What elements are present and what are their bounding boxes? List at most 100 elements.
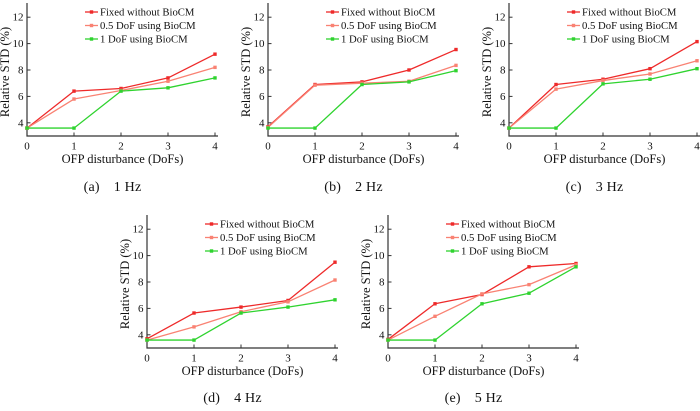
legend-label: Fixed without BioCM bbox=[100, 7, 195, 19]
x-tick-label: 4 bbox=[694, 141, 700, 153]
legend-label: 0.5 DoF using BioCM bbox=[582, 20, 678, 32]
x-axis: 0 1 2 3 4 bbox=[24, 132, 218, 153]
data-point-marker bbox=[433, 302, 437, 306]
data-point-marker bbox=[239, 311, 243, 315]
data-point-marker bbox=[407, 80, 411, 84]
data-point-marker bbox=[119, 86, 123, 91]
x-tick-label: 1 bbox=[553, 141, 559, 153]
x-axis: 0 1 2 3 4 bbox=[144, 344, 338, 365]
legend-label: Fixed without BioCM bbox=[220, 219, 315, 231]
x-tick-label: 0 bbox=[144, 353, 150, 365]
legend-marker bbox=[330, 10, 335, 14]
data-point-marker bbox=[213, 76, 217, 80]
data-point-marker bbox=[213, 65, 217, 70]
caption-frequency: 4 Hz bbox=[234, 391, 262, 406]
x-axis: 0 1 2 3 4 bbox=[385, 344, 579, 365]
legend-marker bbox=[209, 249, 214, 253]
data-point-marker bbox=[601, 82, 605, 86]
legend-item: Fixed without BioCM bbox=[326, 7, 436, 19]
legend-label: Fixed without BioCM bbox=[461, 219, 556, 231]
data-point-marker bbox=[25, 126, 29, 130]
data-point-marker bbox=[166, 76, 170, 80]
y-tick-label: 8 bbox=[138, 277, 144, 289]
y-tick-label: 6 bbox=[259, 91, 265, 103]
series-line bbox=[146, 261, 336, 340]
series-fixed bbox=[386, 261, 578, 342]
data-point-marker bbox=[554, 87, 558, 91]
x-axis-title: OFP disturbance (DoFs) bbox=[62, 152, 184, 166]
y-axis-title: Relative STD (%) bbox=[0, 27, 12, 117]
data-point-marker bbox=[386, 338, 390, 342]
chart-panel-1hz: 4 6 8 10 12 0 1 2 3 4 OFP disturbance (DoFs) Relati… bbox=[0, 0, 225, 170]
caption-frequency: 1 Hz bbox=[113, 180, 142, 195]
series-line bbox=[267, 64, 457, 128]
x-axis-title: OFP disturbance (DoFs) bbox=[423, 364, 545, 378]
data-point-marker bbox=[454, 63, 458, 68]
legend-marker bbox=[450, 235, 455, 240]
y-tick-label: 4 bbox=[259, 117, 265, 129]
data-point-marker bbox=[601, 78, 605, 83]
y-tick-label: 8 bbox=[259, 65, 265, 77]
data-point-marker bbox=[313, 83, 317, 87]
legend-label: 1 DoF using BioCM bbox=[461, 246, 549, 258]
data-point-marker bbox=[454, 68, 458, 73]
data-point-marker bbox=[333, 278, 337, 282]
y-tick-label: 8 bbox=[379, 277, 385, 289]
y-tick-label: 12 bbox=[133, 224, 144, 236]
legend-item: Fixed without BioCM bbox=[85, 7, 195, 19]
data-point-marker bbox=[239, 305, 243, 309]
legend-item: 0.5 DoF using BioCM bbox=[85, 20, 196, 32]
data-point-marker bbox=[266, 126, 270, 130]
x-tick-label: 2 bbox=[600, 141, 606, 153]
legend-item: Fixed without BioCM bbox=[567, 7, 677, 19]
legend-item: 0.5 DoF using BioCM bbox=[567, 20, 678, 32]
data-point-marker bbox=[507, 126, 511, 130]
legend-marker bbox=[571, 10, 576, 14]
data-point-marker bbox=[192, 338, 196, 342]
x-tick-label: 1 bbox=[71, 141, 77, 153]
series-line bbox=[26, 66, 216, 129]
series-line bbox=[508, 60, 698, 129]
series-half-dof bbox=[507, 59, 699, 130]
y-axis-title: Relative STD (%) bbox=[241, 27, 253, 117]
series-fixed bbox=[266, 47, 458, 129]
caption-frequency: 3 Hz bbox=[595, 180, 624, 195]
series-fixed bbox=[145, 260, 337, 341]
legend-label: 1 DoF using BioCM bbox=[582, 34, 670, 46]
legend-item: 1 DoF using BioCM bbox=[446, 246, 549, 258]
series-line bbox=[27, 77, 216, 129]
caption-index: (c) bbox=[565, 180, 582, 195]
data-point-marker bbox=[648, 66, 652, 71]
data-point-marker bbox=[333, 260, 337, 264]
legend-item: 1 DoF using BioCM bbox=[85, 34, 188, 46]
series-line bbox=[268, 70, 457, 129]
x-tick-label: 2 bbox=[479, 353, 485, 365]
chart-panel-4hz: 4 6 8 10 12 0 1 2 3 4 OFP disturbance (DoFs) Relati… bbox=[118, 212, 345, 382]
legend-marker bbox=[450, 222, 455, 226]
y-tick-label: 4 bbox=[379, 329, 385, 341]
data-point-marker bbox=[192, 325, 196, 329]
y-axis: 4 6 8 10 12 bbox=[374, 224, 392, 341]
data-point-marker bbox=[145, 338, 149, 342]
x-axis: 0 1 2 3 4 bbox=[506, 132, 700, 153]
chart-panel-5hz: 4 6 8 10 12 0 1 2 3 4 OFP disturbance (DoFs) Relati… bbox=[359, 212, 586, 382]
series-half-dof bbox=[25, 65, 217, 130]
data-point-marker bbox=[527, 265, 531, 269]
data-point-marker bbox=[695, 39, 699, 44]
legend-marker bbox=[450, 249, 455, 253]
y-tick-label: 10 bbox=[133, 250, 145, 262]
data-point-marker bbox=[213, 52, 217, 56]
x-tick-label: 0 bbox=[24, 141, 30, 153]
y-tick-label: 10 bbox=[374, 250, 386, 262]
data-point-marker bbox=[72, 97, 76, 101]
series-line bbox=[267, 48, 457, 128]
caption-panel-d: (d) 4 Hz bbox=[120, 391, 345, 411]
x-tick-label: 3 bbox=[526, 353, 532, 365]
caption-frequency: 5 Hz bbox=[474, 391, 503, 406]
